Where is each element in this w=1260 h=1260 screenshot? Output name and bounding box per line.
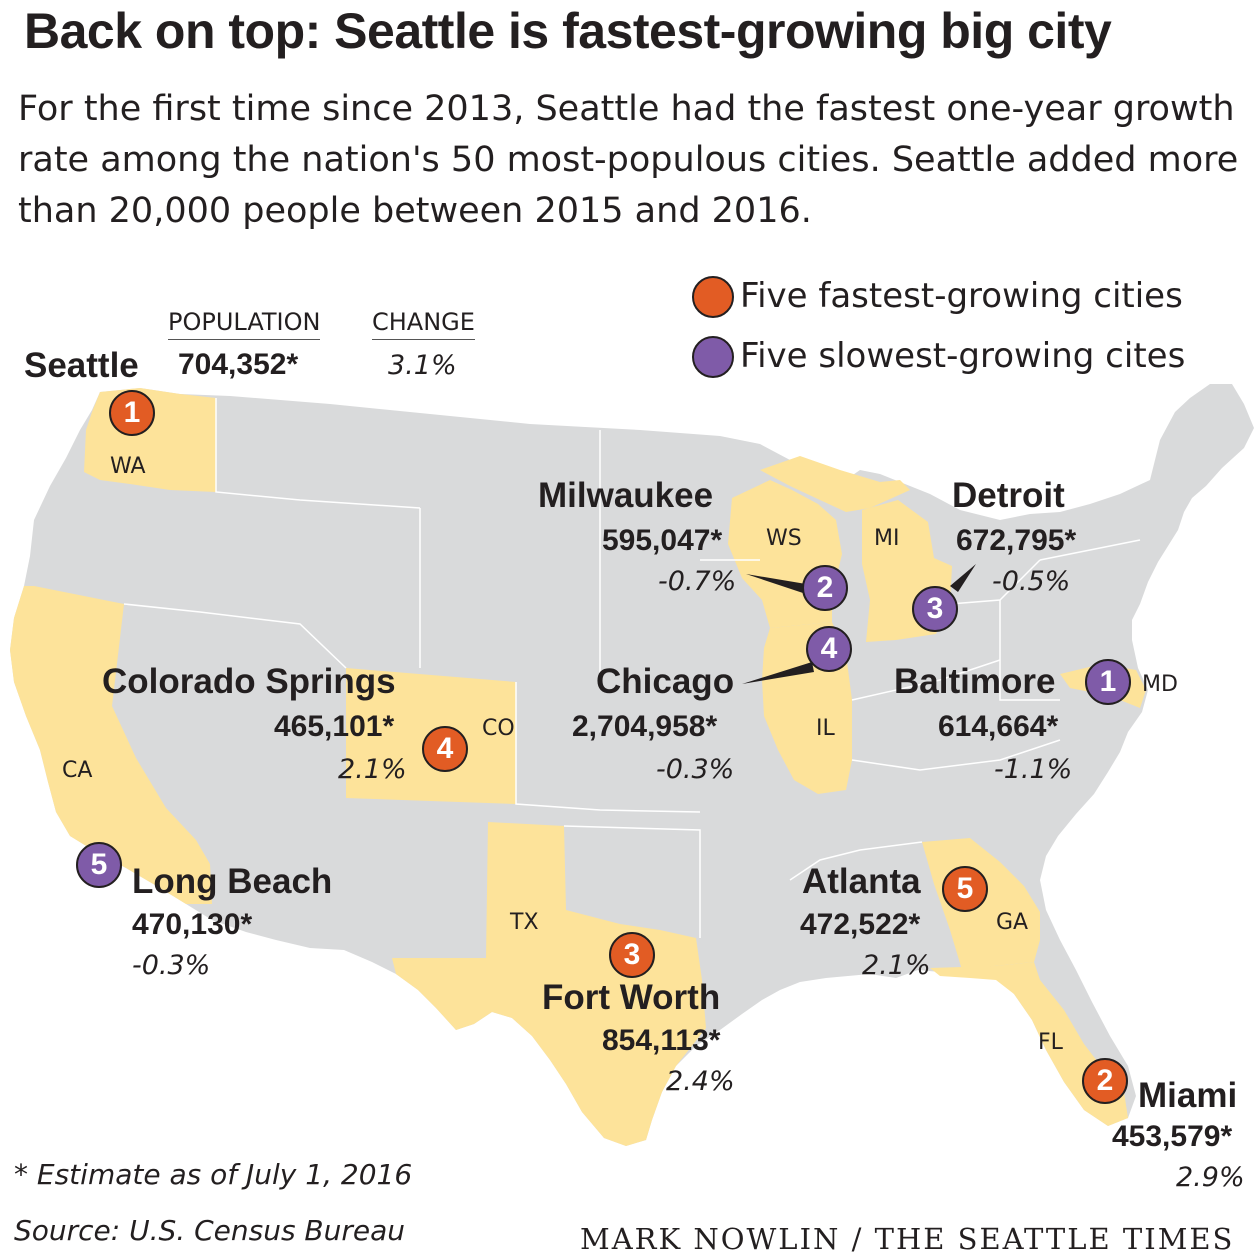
legend-fastest-label: Five fastest-growing cities	[740, 276, 1183, 316]
city-change-seattle: 3.1%	[388, 350, 457, 381]
rank-badge-long-beach: 5	[76, 842, 122, 888]
city-name-long-beach: Long Beach	[132, 862, 333, 901]
rank-badge-chicago: 4	[806, 626, 852, 672]
city-pop-fort-worth: 854,113*	[602, 1024, 721, 1057]
city-name-baltimore: Baltimore	[894, 662, 1056, 701]
legend-fastest-marker	[692, 276, 734, 318]
city-change-baltimore: -1.1%	[994, 754, 1073, 785]
city-name-miami: Miami	[1138, 1076, 1238, 1115]
city-name-fort-worth: Fort Worth	[542, 978, 721, 1017]
state-label-il: IL	[816, 716, 835, 741]
city-name-seattle: Seattle	[24, 346, 139, 385]
city-name-milwaukee: Milwaukee	[538, 476, 714, 515]
city-change-fort-worth: 2.4%	[666, 1066, 735, 1097]
city-pop-chicago: 2,704,958*	[572, 710, 718, 743]
state-mi-shape	[760, 456, 910, 512]
city-change-milwaukee: -0.7%	[658, 566, 737, 597]
state-label-md: MD	[1142, 672, 1178, 697]
state-label-ca: CA	[62, 758, 93, 783]
chart-subtitle: For the first time since 2013, Seattle h…	[18, 89, 1239, 231]
legend-slowest-label: Five slowest-growing cites	[740, 336, 1186, 376]
rank-badge-milwaukee: 2	[802, 565, 848, 611]
rank-badge-atlanta: 5	[942, 866, 988, 912]
state-label-fl: FL	[1038, 1030, 1063, 1055]
state-label-ga: GA	[996, 910, 1029, 935]
rank-badge-detroit: 3	[912, 586, 958, 632]
city-change-long-beach: -0.3%	[132, 950, 211, 981]
detroit-pointer	[950, 564, 976, 592]
chicago-pointer	[742, 662, 814, 684]
city-pop-milwaukee: 595,047*	[602, 524, 723, 557]
city-change-atlanta: 2.1%	[862, 950, 931, 981]
city-change-detroit: -0.5%	[992, 566, 1071, 597]
city-pop-seattle: 704,352*	[178, 348, 299, 381]
city-name-chicago: Chicago	[596, 662, 735, 701]
state-label-tx: TX	[510, 910, 539, 935]
state-label-co: CO	[482, 716, 515, 741]
header-change: CHANGE	[372, 308, 475, 340]
source: Source: U.S. Census Bureau	[14, 1214, 406, 1247]
city-pop-detroit: 672,795*	[956, 524, 1077, 557]
state-label-mi: MI	[874, 526, 900, 551]
legend-slowest-marker	[692, 336, 734, 378]
city-name-detroit: Detroit	[952, 476, 1065, 515]
city-change-miami: 2.9%	[1176, 1162, 1245, 1193]
city-change-colorado-springs: 2.1%	[338, 754, 407, 785]
city-pop-colorado-springs: 465,101*	[274, 710, 395, 743]
milwaukee-pointer	[746, 574, 806, 594]
footnote: * Estimate as of July 1, 2016	[14, 1158, 413, 1191]
state-fl-shape	[930, 962, 1128, 1126]
city-pop-baltimore: 614,664*	[938, 710, 1059, 743]
header-population: POPULATION	[168, 308, 321, 340]
state-label-wa: WA	[110, 454, 146, 479]
city-pop-miami: 453,579*	[1112, 1120, 1233, 1153]
rank-badge-seattle: 1	[109, 390, 155, 436]
city-name-colorado-springs: Colorado Springs	[102, 662, 396, 701]
state-tx-shape	[392, 822, 706, 1146]
rank-badge-colorado-springs: 4	[422, 726, 468, 772]
rank-badge-baltimore: 1	[1085, 659, 1131, 705]
city-pop-long-beach: 470,130*	[132, 908, 253, 941]
credit: MARK NOWLIN / THE SEATTLE TIMES	[580, 1222, 1235, 1256]
state-label-ws: WS	[766, 526, 802, 551]
state-ca-shape	[10, 586, 212, 904]
rank-badge-fort-worth: 3	[609, 932, 655, 978]
city-change-chicago: -0.3%	[656, 754, 735, 785]
rank-badge-miami: 2	[1082, 1058, 1128, 1104]
chart-title: Back on top: Seattle is fastest-growing …	[24, 3, 1112, 59]
state-borders	[123, 398, 1141, 938]
city-pop-atlanta: 472,522*	[800, 908, 921, 941]
city-name-atlanta: Atlanta	[802, 862, 921, 901]
